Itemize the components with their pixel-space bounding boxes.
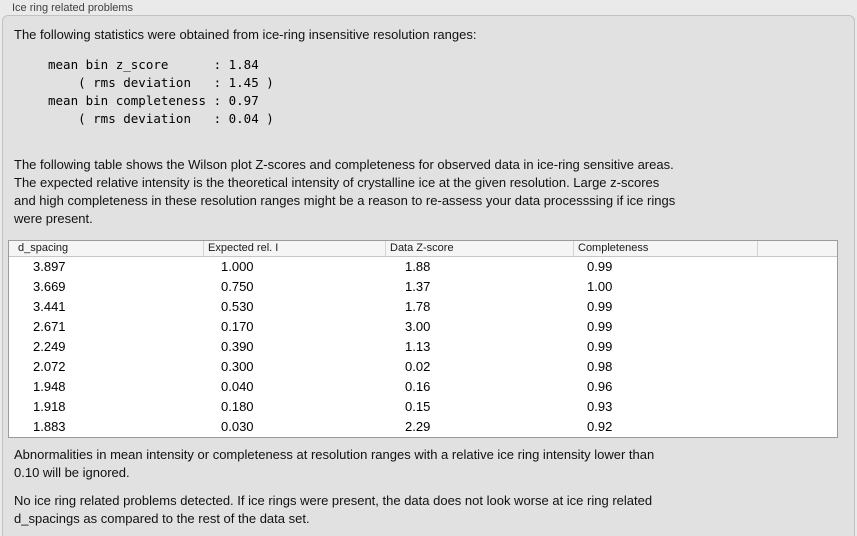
table-cell: 0.93	[587, 399, 613, 414]
table-row[interactable]: 2.072 0.300 0.02 0.98	[9, 357, 837, 377]
table-row[interactable]: 3.897 1.000 1.88 0.99	[9, 257, 837, 277]
table-cell: 1.000	[221, 259, 254, 274]
table-body: 3.897 1.000 1.88 0.99 3.669 0.750 1.37 1.00 3.44…	[9, 257, 837, 437]
table-row[interactable]: 1.883 0.030 2.29 0.92	[9, 417, 837, 437]
table-cell: 0.390	[221, 339, 254, 354]
table-cell: 1.13	[405, 339, 431, 354]
table-cell: 0.750	[221, 279, 254, 294]
table-cell: 0.98	[587, 359, 613, 374]
table-row[interactable]: 2.671 0.170 3.00 0.99	[9, 317, 837, 337]
stats-block: mean bin z_score : 1.84 ( rms deviation …	[48, 57, 274, 126]
table-row[interactable]: 3.669 0.750 1.37 1.00	[9, 277, 837, 297]
table-header-row: d_spacing Expected rel. I Data Z-score Comp…	[9, 241, 837, 257]
table-cell: 0.170	[221, 319, 254, 334]
table-cell: 3.669	[33, 279, 66, 294]
table-cell: 0.99	[587, 299, 613, 314]
column-header-expected-rel-i[interactable]: Expected rel. I	[204, 241, 386, 256]
table-cell: 1.00	[587, 279, 613, 294]
table-cell: 0.300	[221, 359, 254, 374]
table-cell: 3.00	[405, 319, 431, 334]
table-cell: 1.918	[33, 399, 66, 414]
table-cell	[758, 357, 837, 377]
table-cell	[758, 397, 837, 417]
table-cell	[758, 337, 837, 357]
table-cell: 0.180	[221, 399, 254, 414]
column-header-data-z-score[interactable]: Data Z-score	[386, 241, 574, 256]
table-row[interactable]: 2.249 0.390 1.13 0.99	[9, 337, 837, 357]
table-cell: 1.78	[405, 299, 431, 314]
table-cell	[758, 317, 837, 337]
table-cell: 0.99	[587, 339, 613, 354]
conclusion-text: No ice ring related problems detected. I…	[14, 493, 653, 526]
table-cell	[758, 417, 837, 437]
table-cell: 2.072	[33, 359, 66, 374]
table-cell: 0.96	[587, 379, 613, 394]
table-cell: 0.16	[405, 379, 431, 394]
table-cell: 0.99	[587, 259, 613, 274]
ice-ring-table: d_spacing Expected rel. I Data Z-score Comp…	[8, 240, 838, 438]
column-header-blank	[758, 241, 837, 256]
table-cell: 0.030	[221, 419, 254, 434]
table-cell: 1.88	[405, 259, 431, 274]
table-cell: 0.02	[405, 359, 431, 374]
table-cell: 1.37	[405, 279, 431, 294]
table-cell	[758, 377, 837, 397]
table-cell: 2.249	[33, 339, 66, 354]
ignore-note-text: Abnormalities in mean intensity or compl…	[14, 447, 655, 480]
table-cell: 1.948	[33, 379, 66, 394]
table-cell: 0.92	[587, 419, 613, 434]
table-cell	[758, 297, 837, 317]
table-cell: 3.441	[33, 299, 66, 314]
stats-intro-text: The following statistics were obtained f…	[14, 27, 477, 42]
table-row[interactable]: 1.918 0.180 0.15 0.93	[9, 397, 837, 417]
table-cell	[758, 277, 837, 297]
table-cell: 3.897	[33, 259, 66, 274]
table-intro-text: The following table shows the Wilson plo…	[14, 157, 676, 226]
table-cell: 0.530	[221, 299, 254, 314]
column-header-d-spacing[interactable]: d_spacing	[9, 241, 204, 256]
table-cell: 0.99	[587, 319, 613, 334]
column-header-completeness[interactable]: Completeness	[574, 241, 758, 256]
table-row[interactable]: 1.948 0.040 0.16 0.96	[9, 377, 837, 397]
table-cell: 1.883	[33, 419, 66, 434]
table-row[interactable]: 3.441 0.530 1.78 0.99	[9, 297, 837, 317]
table-cell	[758, 257, 837, 277]
table-cell: 2.29	[405, 419, 431, 434]
table-cell: 0.15	[405, 399, 431, 414]
table-cell: 0.040	[221, 379, 254, 394]
table-cell: 2.671	[33, 319, 66, 334]
group-box-title: Ice ring related problems	[12, 2, 134, 14]
